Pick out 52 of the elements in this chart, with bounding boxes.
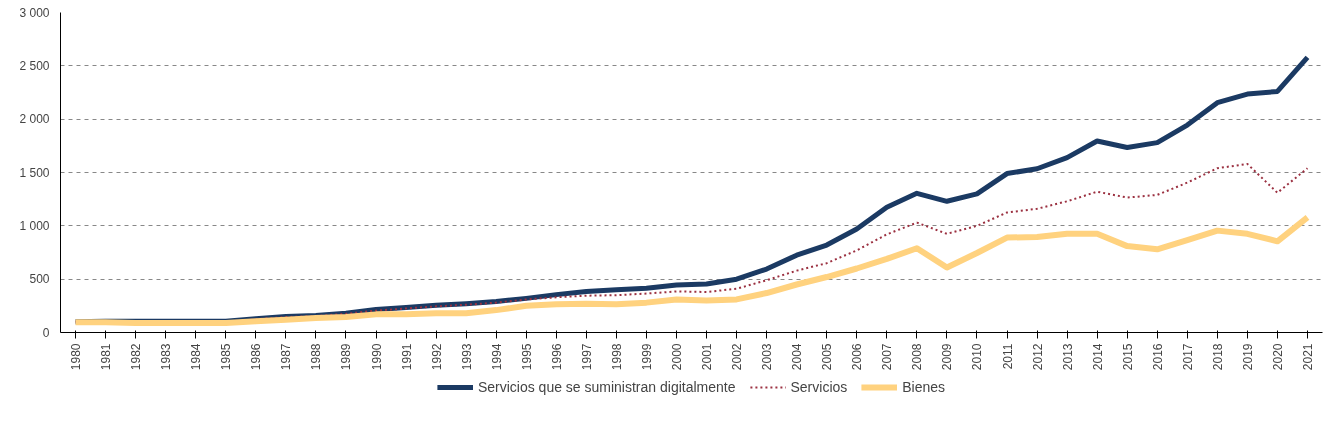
x-tick-label: 2020: [1270, 343, 1285, 371]
x-tick-label: 2012: [1030, 343, 1045, 371]
x-tick-label: 2008: [910, 343, 925, 371]
x-tick-label: 1993: [459, 343, 474, 371]
x-tick-label: 1981: [99, 343, 114, 371]
x-tick-label: 2005: [820, 343, 835, 371]
x-tick-label: 2011: [1000, 343, 1015, 370]
x-tick-label: 2010: [970, 343, 985, 371]
legend-label: Servicios: [790, 379, 848, 395]
x-tick-label: 2004: [790, 343, 805, 371]
x-tick-label: 1986: [249, 343, 264, 371]
x-tick-label: 1982: [129, 343, 144, 371]
x-tick-label: 2013: [1060, 343, 1075, 371]
x-tick-label: 1990: [369, 343, 384, 371]
x-tick-label: 2007: [880, 343, 895, 371]
y-tick-label: 0: [42, 325, 50, 340]
x-tick-label: 1998: [609, 343, 624, 371]
x-tick-label: 1991: [399, 343, 414, 371]
x-tick-label: 1996: [549, 343, 564, 371]
x-tick-label: 1997: [579, 343, 594, 371]
x-tick-label: 1987: [279, 343, 294, 371]
x-tick-label: 2003: [760, 343, 775, 371]
legend-label: Bienes: [902, 379, 946, 395]
x-tick-label: 2006: [850, 343, 865, 371]
y-tick-label: 2 000: [19, 112, 50, 127]
x-tick-label: 2002: [730, 343, 745, 371]
x-tick-label: 2018: [1210, 343, 1225, 371]
y-tick-label: 2 500: [19, 58, 50, 73]
x-tick-label: 2014: [1090, 343, 1105, 371]
x-tick-label: 2017: [1180, 343, 1195, 371]
x-tick-label: 2019: [1240, 343, 1255, 371]
x-tick-label: 1995: [519, 343, 534, 371]
x-tick-label: 1983: [159, 343, 174, 371]
y-tick-label: 1 000: [19, 218, 50, 233]
x-tick-label: 1985: [219, 343, 234, 371]
y-tick-label: 500: [29, 272, 50, 287]
x-tick-label: 1989: [339, 343, 354, 371]
y-tick-label: 3 000: [19, 5, 50, 20]
x-tick-label: 2009: [940, 343, 955, 371]
x-tick-label: 1988: [309, 343, 324, 371]
x-tick-label: 2015: [1120, 343, 1135, 371]
x-tick-label: 1984: [189, 343, 204, 371]
x-tick-label: 2000: [669, 343, 684, 371]
x-tick-label: 2001: [700, 343, 715, 371]
x-tick-label: 1999: [639, 343, 654, 371]
x-tick-label: 2021: [1300, 343, 1315, 371]
x-tick-label: 1994: [489, 343, 504, 371]
x-tick-label: 1992: [429, 343, 444, 371]
x-tick-label: 2016: [1150, 343, 1165, 371]
y-tick-label: 1 500: [19, 165, 50, 180]
x-tick-label: 1980: [69, 343, 84, 371]
legend-label: Servicios que se suministran digitalmente: [477, 379, 736, 395]
